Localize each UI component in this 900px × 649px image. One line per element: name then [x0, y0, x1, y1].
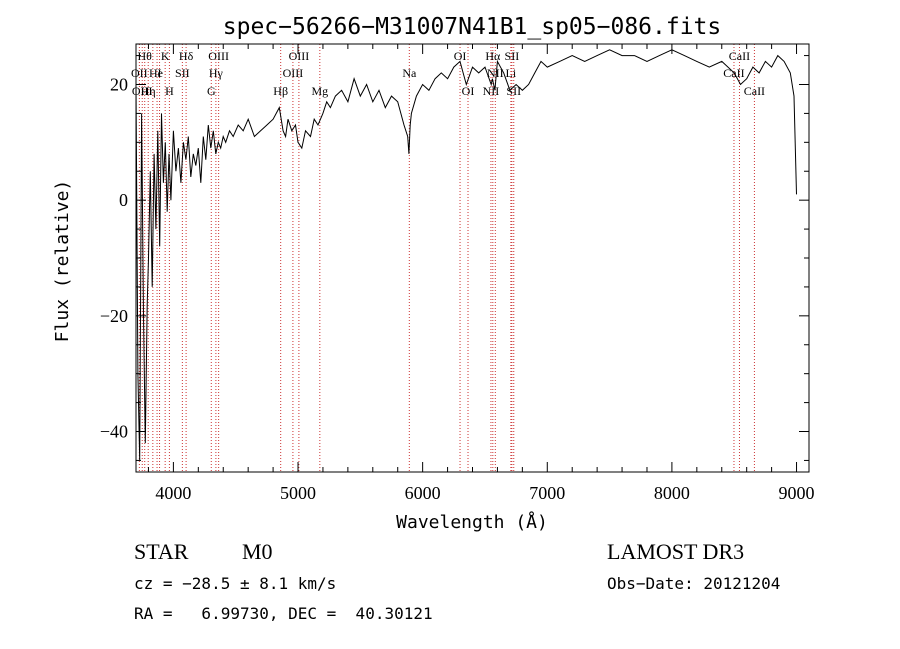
y-axis: −40 −20 0 20: [100, 55, 809, 461]
line-label: OIII: [208, 49, 229, 63]
line-label: OI: [454, 49, 467, 63]
y-tick-label: 20: [110, 74, 128, 94]
line-label: SII: [175, 66, 190, 80]
y-tick-label: −20: [100, 306, 128, 326]
chart-title: spec−56266−M31007N41B1_sp05−086.fits: [223, 14, 722, 40]
line-label: Hα: [485, 49, 501, 63]
line-label: SII: [505, 49, 520, 63]
line-label: NII: [483, 84, 500, 98]
object-class: STAR: [134, 539, 189, 564]
line-label: CaII: [729, 49, 750, 63]
line-label: H: [165, 84, 174, 98]
line-label: OIII: [289, 49, 310, 63]
x-tick-label: 8000: [654, 483, 690, 503]
y-tick-label: −40: [100, 422, 128, 442]
x-tick-label: 9000: [779, 483, 815, 503]
line-label: OIII: [283, 66, 304, 80]
line-label: Li: [506, 66, 517, 80]
x-axis-label: Wavelength (Å): [396, 511, 548, 533]
x-tick-label: 4000: [155, 483, 191, 503]
x-tick-label: 6000: [405, 483, 441, 503]
x-tick-label: 7000: [529, 483, 565, 503]
ra-dec-coordinates: RA = 6.99730, DEC = 40.30121: [134, 604, 433, 623]
line-label: Hδ: [179, 49, 194, 63]
line-label: Na: [402, 66, 417, 80]
line-label: Hγ: [209, 66, 224, 80]
plot-frame: [135, 43, 810, 473]
spectrum-trace: [135, 49, 797, 461]
line-label: Mg: [311, 84, 328, 98]
spectral-line-labels: Hθ K Hδ OIII OIII OI Hα SII CaII OII HeI SII Hγ OIII N…: [131, 49, 765, 98]
y-tick-label: 0: [119, 190, 128, 210]
line-label: OI: [462, 84, 475, 98]
line-label: G: [207, 84, 216, 98]
line-label: OIII: [132, 84, 153, 98]
line-label: K: [161, 49, 170, 63]
survey-name: LAMOST DR3: [607, 539, 745, 564]
line-label: SII: [506, 84, 521, 98]
object-subclass: M0: [242, 539, 273, 564]
line-label: Hθ: [138, 49, 153, 63]
line-label: Hβ: [273, 84, 288, 98]
x-axis: 4000 5000 6000 7000 8000 9000: [147, 44, 815, 503]
spectral-line-markers: [138, 44, 755, 472]
redshift-value: cz = −28.5 ± 8.1 km/s: [134, 574, 337, 593]
observation-date: Obs−Date: 20121204: [607, 574, 781, 593]
x-tick-label: 5000: [280, 483, 316, 503]
line-label: OII: [131, 66, 148, 80]
line-label: CaII: [744, 84, 765, 98]
line-label: NII: [487, 66, 504, 80]
line-label: I: [158, 66, 162, 80]
line-label: Hη: [141, 84, 156, 98]
y-axis-label: Flux (relative): [52, 180, 73, 343]
line-label: He: [149, 66, 163, 80]
